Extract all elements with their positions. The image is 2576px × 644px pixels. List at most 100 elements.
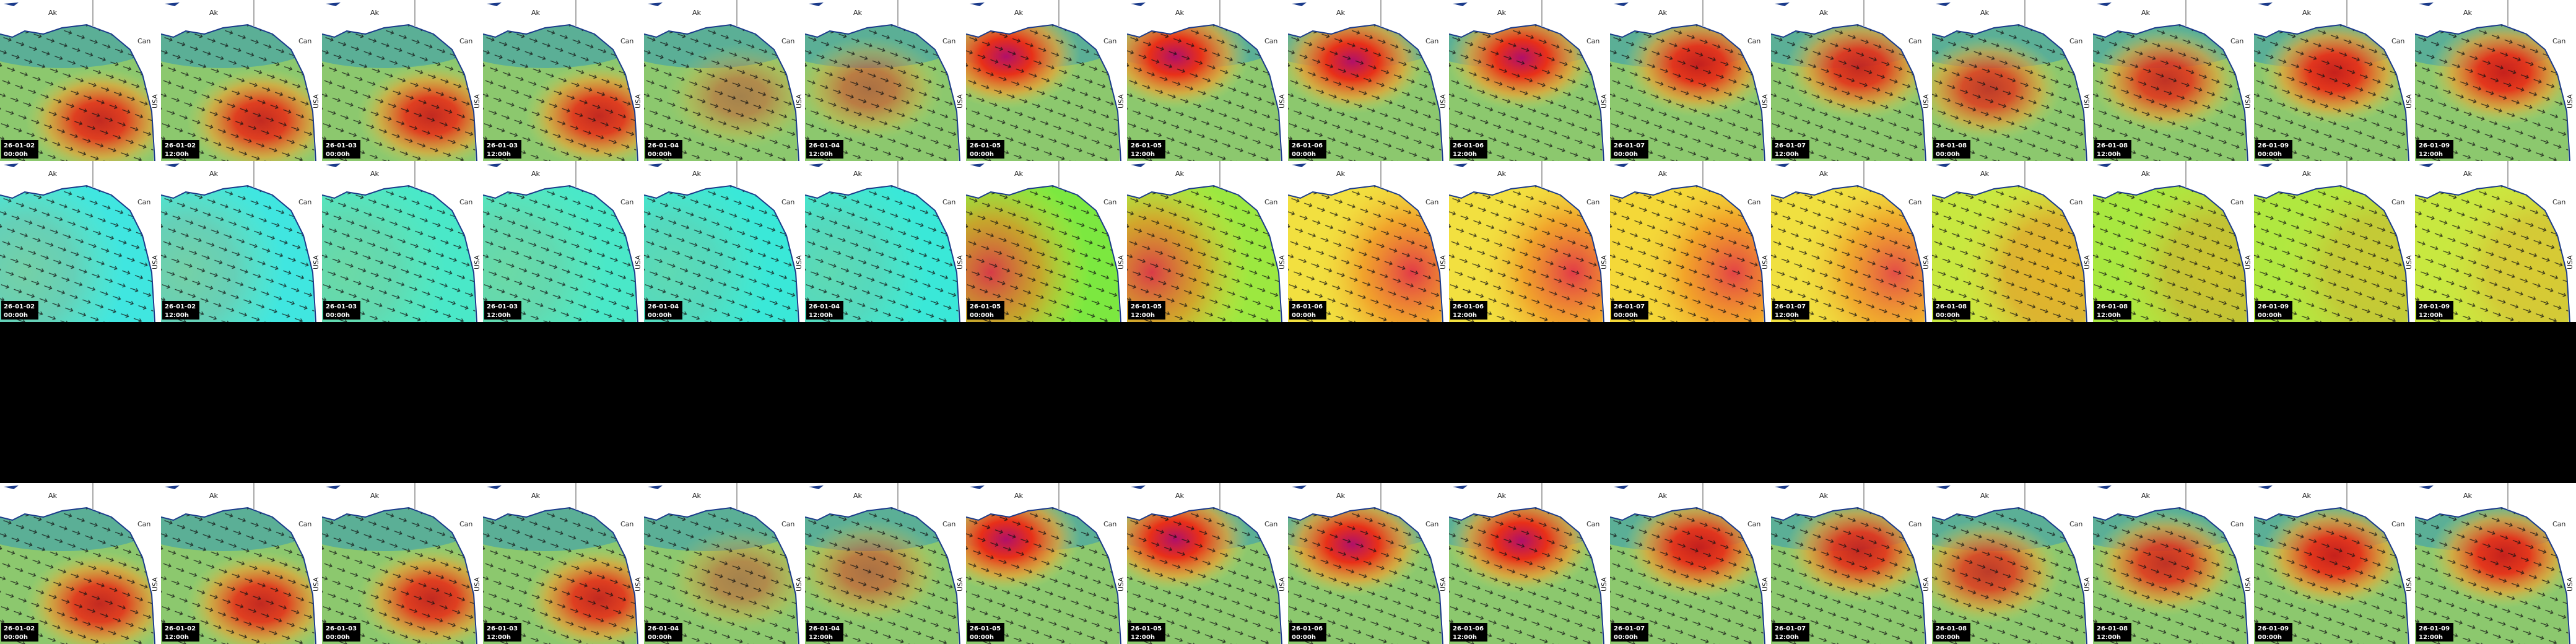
time: 12:00h [165, 312, 189, 319]
land [1449, 483, 1610, 644]
date: 26-01-03 [487, 303, 518, 310]
label-ak: Ak [1497, 9, 1507, 17]
label-can: Can [1747, 520, 1760, 528]
time: 12:00h [487, 312, 511, 319]
time: 12:00h [809, 312, 833, 319]
time: 12:00h [1131, 151, 1155, 158]
label-usa: USA [1278, 255, 1286, 269]
date-box [2255, 140, 2292, 159]
label-ak: Ak [1980, 492, 1990, 500]
date: 26-01-07 [1614, 625, 1645, 632]
logo [2097, 163, 2112, 167]
time: 00:00h [1614, 151, 1638, 158]
label-ak: Ak [1819, 9, 1829, 17]
logo [487, 163, 502, 167]
label-ak: Ak [48, 9, 58, 17]
logo [2097, 2, 2112, 6]
label-can: Can [298, 37, 311, 45]
date-box [1611, 140, 1648, 159]
date: 26-01-06 [1292, 303, 1323, 310]
label-can: Can [942, 37, 955, 45]
map-tile: Ak Can USA 26-01-09 12:00h [2415, 161, 2576, 322]
land [1610, 0, 1771, 161]
land [1771, 0, 1932, 161]
logo [1131, 2, 1146, 6]
label-can: Can [2069, 198, 2082, 206]
coastline [1127, 24, 1282, 161]
date: 26-01-02 [165, 303, 196, 310]
label-usa: USA [1117, 577, 1125, 591]
label-usa: USA [473, 94, 481, 108]
label-usa: USA [2566, 94, 2574, 108]
time: 00:00h [2258, 312, 2282, 319]
date-box [806, 623, 843, 642]
date-box [484, 140, 521, 159]
label-usa: USA [795, 577, 803, 591]
land [483, 0, 644, 161]
label-ak: Ak [1336, 492, 1346, 500]
land [805, 483, 966, 644]
time: 00:00h [326, 634, 350, 641]
date-box [323, 301, 360, 320]
date-box [1450, 140, 1487, 159]
label-usa: USA [1761, 255, 1769, 269]
date: 26-01-04 [648, 142, 679, 149]
label-ak: Ak [209, 492, 219, 500]
label-can: Can [1586, 198, 1599, 206]
time: 12:00h [1453, 312, 1477, 319]
map-tile: Ak Can USA 26-01-02 00:00h [0, 161, 161, 322]
label-can: Can [2552, 37, 2565, 45]
label-usa: USA [795, 255, 803, 269]
map-tile: Ak Can USA 26-01-07 00:00h [1610, 0, 1771, 161]
label-usa: USA [1761, 577, 1769, 591]
label-can: Can [620, 37, 633, 45]
map-tile: Ak Can USA 26-01-04 12:00h [805, 161, 966, 322]
time: 12:00h [487, 634, 511, 641]
date: 26-01-08 [1936, 303, 1967, 310]
coastline [2415, 507, 2570, 644]
logo [1614, 2, 1629, 6]
date-box [484, 301, 521, 320]
date-box [2416, 623, 2453, 642]
logo [1936, 163, 1951, 167]
logo [648, 2, 663, 6]
label-can: Can [2391, 198, 2404, 206]
land [2415, 0, 2576, 161]
label-can: Can [1908, 198, 1921, 206]
logo [2419, 163, 2434, 167]
label-usa: USA [312, 577, 320, 591]
land [2093, 161, 2254, 322]
time: 12:00h [1775, 634, 1799, 641]
land [644, 161, 805, 322]
label-can: Can [1103, 198, 1116, 206]
label-can: Can [1908, 520, 1921, 528]
time: 12:00h [1131, 312, 1155, 319]
land [2415, 161, 2576, 322]
logo [165, 2, 180, 6]
land [2093, 0, 2254, 161]
map-tile: Ak Can USA 26-01-04 00:00h [644, 483, 805, 644]
date-box [1, 623, 38, 642]
date: 26-01-05 [970, 142, 1001, 149]
date: 26-01-03 [326, 303, 357, 310]
date: 26-01-08 [1936, 142, 1967, 149]
land [644, 0, 805, 161]
date-box [1611, 301, 1648, 320]
label-usa: USA [312, 94, 320, 108]
map-tile: Ak Can USA 26-01-09 00:00h [2254, 483, 2415, 644]
map-tile: Ak Can USA 26-01-06 12:00h [1449, 0, 1610, 161]
time: 00:00h [1292, 151, 1316, 158]
map-tile: Ak Can USA 26-01-06 00:00h [1288, 483, 1449, 644]
map-tile: Ak Can USA 26-01-08 12:00h [2093, 161, 2254, 322]
logo [1614, 163, 1629, 167]
time: 12:00h [1453, 151, 1477, 158]
map-tile: Ak Can USA 26-01-06 12:00h [1449, 483, 1610, 644]
land [1610, 483, 1771, 644]
label-ak: Ak [370, 170, 380, 178]
date-box [2094, 140, 2131, 159]
logo [1614, 485, 1629, 489]
date-box [1611, 623, 1648, 642]
coastline [1932, 507, 2087, 644]
land [2415, 483, 2576, 644]
coastline [0, 185, 155, 322]
